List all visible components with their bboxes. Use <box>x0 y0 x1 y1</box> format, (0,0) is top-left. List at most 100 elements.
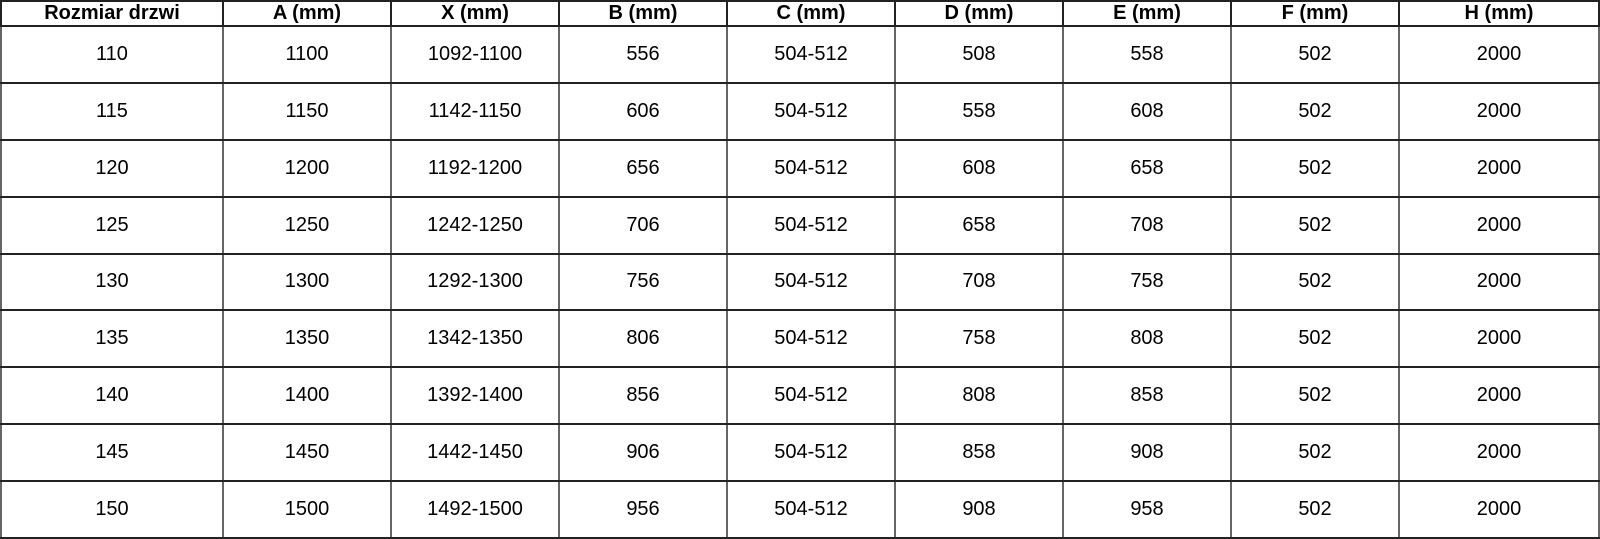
table-cell: 135 <box>0 309 224 369</box>
table-cell: 708 <box>894 252 1064 312</box>
table-cell: 606 <box>558 81 728 141</box>
table-cell: 2000 <box>1398 81 1600 141</box>
table-cell: 115 <box>0 81 224 141</box>
table-cell: 808 <box>894 366 1064 426</box>
table-cell: 1300 <box>222 252 392 312</box>
table-cell: 110 <box>0 25 224 84</box>
table-cell: 502 <box>1230 423 1400 482</box>
table-cell: 1400 <box>222 366 392 426</box>
table-cell: 1392-1400 <box>390 366 560 426</box>
table-cell: 504-512 <box>726 423 896 482</box>
table-cell: 1100 <box>222 25 392 84</box>
header-row: Rozmiar drzwi A (mm) X (mm) B (mm) C (mm) D (… <box>0 0 1600 27</box>
table-cell: 504-512 <box>726 138 896 198</box>
table-row: 125 1250 1242-1250 706 504-512 658 708 502 2000 <box>0 195 1600 255</box>
table-cell: 758 <box>1062 252 1232 312</box>
table-cell: 504-512 <box>726 480 896 539</box>
table-cell: 150 <box>0 480 224 539</box>
table-cell: 908 <box>894 480 1064 539</box>
table-cell: 608 <box>1062 81 1232 141</box>
table-cell: 1242-1250 <box>390 195 560 255</box>
table-cell: 2000 <box>1398 480 1600 539</box>
table-cell: 130 <box>0 252 224 312</box>
table-row: 150 1500 1492-1500 956 504-512 908 958 502 2000 <box>0 480 1600 539</box>
column-header: A (mm) <box>222 0 392 27</box>
table-cell: 504-512 <box>726 252 896 312</box>
table-cell: 2000 <box>1398 366 1600 426</box>
table-cell: 120 <box>0 138 224 198</box>
table-cell: 1492-1500 <box>390 480 560 539</box>
table-cell: 502 <box>1230 252 1400 312</box>
table-cell: 2000 <box>1398 309 1600 369</box>
table-cell: 502 <box>1230 81 1400 141</box>
table-cell: 706 <box>558 195 728 255</box>
table-cell: 1350 <box>222 309 392 369</box>
table-cell: 125 <box>0 195 224 255</box>
table-row: 130 1300 1292-1300 756 504-512 708 758 502 2000 <box>0 252 1600 312</box>
table-cell: 658 <box>894 195 1064 255</box>
table-cell: 1442-1450 <box>390 423 560 482</box>
table-cell: 608 <box>894 138 1064 198</box>
table-cell: 556 <box>558 25 728 84</box>
table-cell: 145 <box>0 423 224 482</box>
table-cell: 1200 <box>222 138 392 198</box>
table-cell: 956 <box>558 480 728 539</box>
table-cell: 504-512 <box>726 366 896 426</box>
table-row: 110 1100 1092-1100 556 504-512 508 558 502 2000 <box>0 25 1600 84</box>
table-cell: 502 <box>1230 309 1400 369</box>
table-cell: 1342-1350 <box>390 309 560 369</box>
table-cell: 1292-1300 <box>390 252 560 312</box>
table-cell: 558 <box>1062 25 1232 84</box>
table-cell: 806 <box>558 309 728 369</box>
column-header: Rozmiar drzwi <box>0 0 224 27</box>
column-header: E (mm) <box>1062 0 1232 27</box>
table-cell: 1192-1200 <box>390 138 560 198</box>
table-cell: 2000 <box>1398 195 1600 255</box>
table-cell: 508 <box>894 25 1064 84</box>
column-header: X (mm) <box>390 0 560 27</box>
table-cell: 708 <box>1062 195 1232 255</box>
table-cell: 2000 <box>1398 138 1600 198</box>
column-header: C (mm) <box>726 0 896 27</box>
table-cell: 502 <box>1230 138 1400 198</box>
table-cell: 958 <box>1062 480 1232 539</box>
table-cell: 2000 <box>1398 252 1600 312</box>
table-row: 145 1450 1442-1450 906 504-512 858 908 502 2000 <box>0 423 1600 482</box>
column-header: D (mm) <box>894 0 1064 27</box>
table-cell: 504-512 <box>726 309 896 369</box>
table-cell: 758 <box>894 309 1064 369</box>
table-cell: 1250 <box>222 195 392 255</box>
table-cell: 1500 <box>222 480 392 539</box>
table-cell: 1450 <box>222 423 392 482</box>
table-cell: 1142-1150 <box>390 81 560 141</box>
table-cell: 856 <box>558 366 728 426</box>
table-row: 115 1150 1142-1150 606 504-512 558 608 502 2000 <box>0 81 1600 141</box>
table-row: 135 1350 1342-1350 806 504-512 758 808 502 2000 <box>0 309 1600 369</box>
table-cell: 502 <box>1230 366 1400 426</box>
column-header: B (mm) <box>558 0 728 27</box>
table-cell: 502 <box>1230 25 1400 84</box>
table-cell: 756 <box>558 252 728 312</box>
table-cell: 858 <box>1062 366 1232 426</box>
table-cell: 2000 <box>1398 25 1600 84</box>
table-cell: 140 <box>0 366 224 426</box>
table-cell: 504-512 <box>726 81 896 141</box>
table-row: 120 1200 1192-1200 656 504-512 608 658 502 2000 <box>0 138 1600 198</box>
table-cell: 1092-1100 <box>390 25 560 84</box>
table-cell: 502 <box>1230 195 1400 255</box>
table-cell: 2000 <box>1398 423 1600 482</box>
table-cell: 656 <box>558 138 728 198</box>
column-header: F (mm) <box>1230 0 1400 27</box>
table-cell: 858 <box>894 423 1064 482</box>
table-row: 140 1400 1392-1400 856 504-512 808 858 502 2000 <box>0 366 1600 426</box>
table-cell: 906 <box>558 423 728 482</box>
column-header: H (mm) <box>1398 0 1600 27</box>
table-cell: 502 <box>1230 480 1400 539</box>
table-cell: 808 <box>1062 309 1232 369</box>
table-cell: 504-512 <box>726 195 896 255</box>
table-cell: 908 <box>1062 423 1232 482</box>
table-cell: 658 <box>1062 138 1232 198</box>
table-cell: 504-512 <box>726 25 896 84</box>
table-cell: 558 <box>894 81 1064 141</box>
